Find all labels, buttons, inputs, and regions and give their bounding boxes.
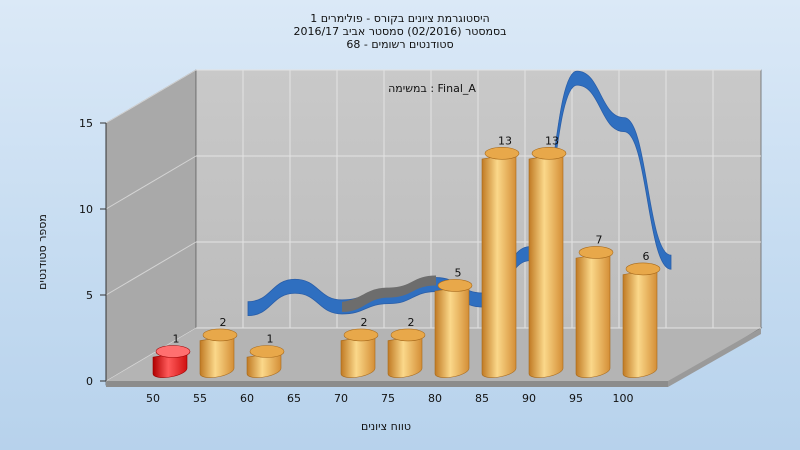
bar[interactable] [622, 262, 661, 380]
bar-value-label: 6 [643, 250, 650, 263]
y-tick-label: 0 [86, 375, 93, 388]
bar-value-label: 1 [267, 332, 274, 345]
bar-cap [625, 262, 661, 276]
bar-value-label: 7 [596, 233, 603, 246]
bar-value-label: 5 [455, 266, 462, 279]
side-grid-line [105, 69, 197, 124]
bar[interactable] [246, 345, 285, 379]
bar-cap [531, 147, 567, 160]
bar-cap [437, 279, 473, 292]
x-tick-label: 50 [146, 392, 160, 405]
bar-body [481, 153, 517, 378]
chart-title-line-1: היסטוגרמת ציונים בקורס - פולימרים 1 [310, 12, 490, 25]
side-grid-line [105, 155, 197, 210]
x-tick-label: 90 [522, 392, 536, 405]
bar[interactable] [434, 279, 473, 379]
bar[interactable] [481, 147, 520, 379]
bar[interactable] [575, 246, 614, 379]
bar[interactable] [528, 147, 567, 379]
side-grid-line [105, 241, 197, 296]
bar-value-label: 13 [498, 134, 512, 147]
bar-cap [343, 328, 379, 342]
bar-body [575, 252, 611, 378]
bar-cap [484, 147, 520, 160]
bar-body [152, 351, 188, 378]
y-axis-title: מספר סטודנטים [36, 214, 49, 290]
x-tick-label: 85 [475, 392, 489, 405]
bar[interactable] [199, 328, 238, 380]
bar-body [528, 153, 564, 378]
bar-cap [249, 345, 285, 358]
bar-value-label: 1 [173, 332, 180, 345]
x-axis-title: טווח ציונים [361, 420, 411, 433]
bar-body [246, 351, 282, 378]
distribution-curve-back [342, 275, 436, 312]
chart-title-line-3: סטודנטים רשומים - 68 [346, 38, 454, 51]
floor-right-edge [668, 328, 761, 387]
bar[interactable] [152, 345, 191, 379]
y-tick-label: 10 [79, 203, 93, 216]
bar-body [387, 334, 423, 378]
bar-body [199, 334, 235, 378]
y-tick-label: 5 [86, 289, 93, 302]
bar-body [434, 285, 470, 378]
task-label: במשימה : Final_A [388, 82, 476, 95]
x-tick-label: 60 [240, 392, 254, 405]
chart-title-line-2: בסמסטר (02/2016) סמסטר אביב 2016/17 [293, 25, 507, 38]
bar-cap [202, 328, 238, 342]
bar-body [622, 268, 658, 378]
bar-cap [390, 328, 426, 342]
floor-front-edge [106, 381, 668, 387]
bar[interactable] [387, 328, 426, 380]
x-tick-label: 100 [613, 392, 634, 405]
bar-value-label: 13 [545, 134, 559, 147]
x-tick-label: 75 [381, 392, 395, 405]
bar-cap [578, 246, 614, 259]
bar-body [340, 334, 376, 378]
x-tick-label: 95 [569, 392, 583, 405]
bar[interactable] [340, 328, 379, 380]
bar-cap [155, 345, 191, 358]
x-tick-label: 70 [334, 392, 348, 405]
bar-value-label: 2 [220, 316, 227, 329]
side-wall [105, 69, 197, 382]
bar-value-label: 2 [361, 316, 368, 329]
x-tick-label: 80 [428, 392, 442, 405]
x-tick-label: 65 [287, 392, 301, 405]
side-grid-line [105, 327, 197, 382]
bar-value-label: 2 [408, 316, 415, 329]
x-tick-label: 55 [193, 392, 207, 405]
y-tick-label: 15 [79, 117, 93, 130]
